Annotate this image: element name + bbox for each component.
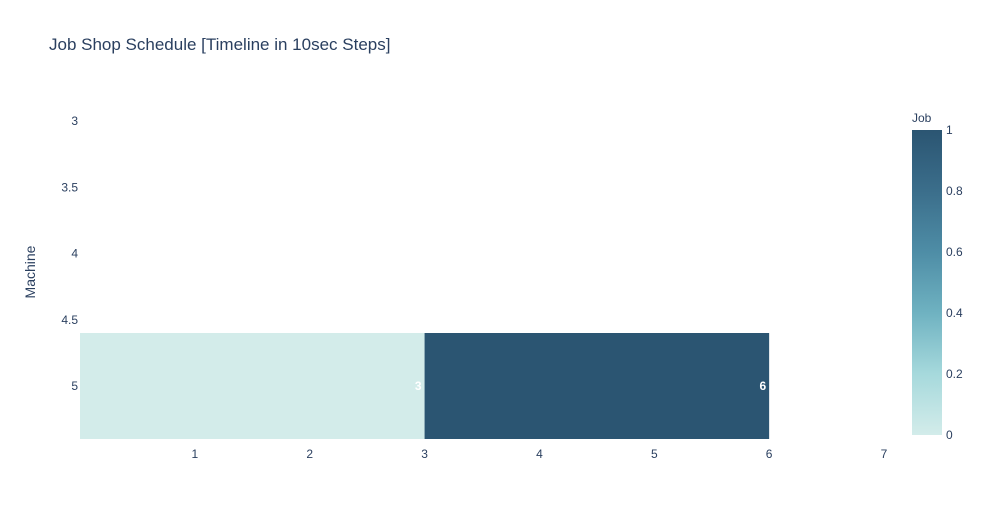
x-tick-label: 7	[881, 447, 888, 461]
x-tick-label: 6	[766, 447, 773, 461]
colorbar-tick-label: 0.6	[946, 245, 963, 259]
y-tick-label: 5	[71, 379, 78, 393]
bar-label-1: 6	[759, 379, 766, 393]
y-axis-ticks: 3 3.5 4 4.5 5	[61, 114, 78, 393]
x-axis-ticks: 1 2 3 4 5 6 7	[192, 447, 888, 461]
colorbar-gradient	[912, 130, 942, 435]
y-tick-label: 4.5	[61, 313, 78, 327]
x-tick-label: 5	[651, 447, 658, 461]
x-tick-label: 3	[421, 447, 428, 461]
bar-1[interactable]	[424, 333, 770, 439]
x-tick-label: 1	[192, 447, 199, 461]
x-tick-label: 4	[536, 447, 543, 461]
y-tick-label: 4	[71, 247, 78, 261]
colorbar-tick-label: 0.8	[946, 184, 963, 198]
y-axis-title: Machine	[22, 245, 38, 298]
colorbar-tick-label: 0.2	[946, 367, 963, 381]
colorbar-tick-label: 0.4	[946, 306, 963, 320]
chart-title: Job Shop Schedule [Timeline in 10sec Ste…	[49, 35, 390, 54]
colorbar-tick-label: 0	[946, 428, 953, 442]
bar-0[interactable]	[80, 333, 425, 439]
colorbar: Job 0 0.2 0.4 0.6 0.8 1	[912, 111, 963, 442]
y-tick-label: 3	[71, 114, 78, 128]
colorbar-tick-label: 1	[946, 123, 953, 137]
y-tick-label: 3.5	[61, 180, 78, 194]
x-tick-label: 2	[306, 447, 313, 461]
colorbar-title: Job	[912, 111, 932, 125]
bar-label-0: 3	[415, 379, 422, 393]
